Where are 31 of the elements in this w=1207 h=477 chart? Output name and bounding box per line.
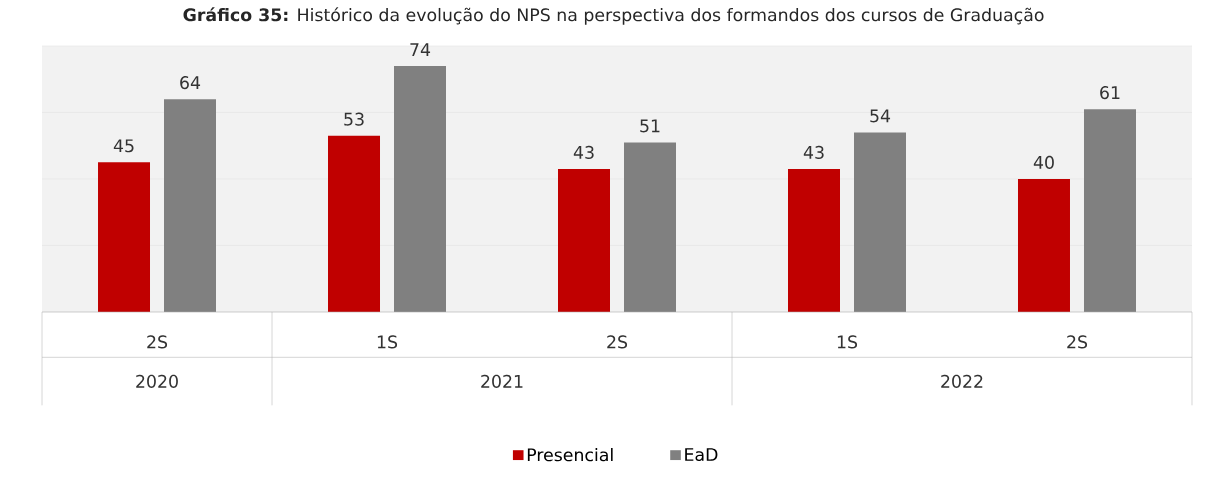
bar bbox=[854, 132, 906, 312]
bar bbox=[394, 65, 447, 312]
text: 2021 bbox=[481, 374, 523, 388]
data-label: 51 bbox=[640, 119, 660, 133]
data-label: 45 bbox=[113, 139, 134, 153]
chart-title: Gráfico 35: Histórico da evolução do NPS na perspectiva dos formandos dos cursos de Graduação bbox=[183, 7, 1044, 25]
bar bbox=[1084, 109, 1136, 312]
bar bbox=[164, 99, 217, 312]
data-label: 54 bbox=[870, 109, 891, 123]
x-tick-label: 1S bbox=[377, 335, 398, 349]
data-label: 43 bbox=[573, 145, 594, 159]
bar bbox=[1018, 178, 1070, 312]
x-tick-label: 2S bbox=[147, 335, 168, 349]
bar bbox=[328, 135, 381, 312]
data-label: 61 bbox=[1100, 86, 1120, 100]
bar bbox=[558, 169, 610, 312]
text: 2020 bbox=[136, 374, 178, 388]
data-label: 64 bbox=[180, 76, 201, 90]
text: 2022 bbox=[941, 374, 983, 388]
data-label: 43 bbox=[803, 145, 824, 159]
bar bbox=[98, 162, 151, 312]
data-label: 53 bbox=[344, 112, 364, 126]
legend-label: Presencial bbox=[527, 447, 613, 462]
x-tick-label: 2S bbox=[1067, 335, 1088, 349]
bar bbox=[788, 169, 840, 312]
x-tick-label: 1S bbox=[837, 335, 858, 349]
data-label: 40 bbox=[1033, 155, 1054, 169]
bar bbox=[624, 142, 676, 312]
x-tick-label: 2S bbox=[607, 335, 628, 349]
legend-label: EaD bbox=[685, 448, 718, 462]
data-label: 74 bbox=[410, 43, 431, 56]
